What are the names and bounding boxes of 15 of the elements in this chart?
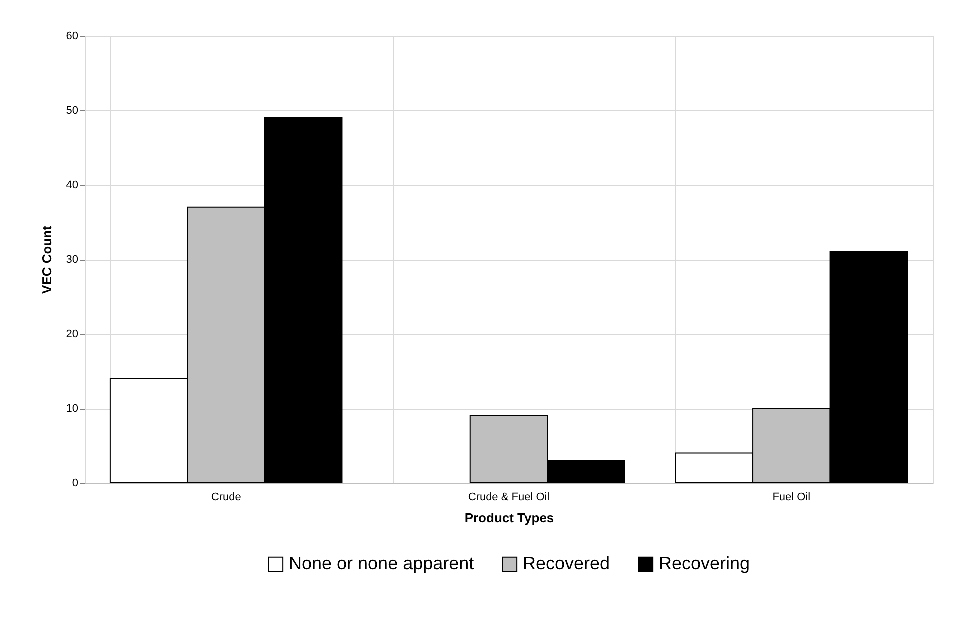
y-tick-label: 50 [66,105,78,117]
legend-label: Recovered [523,553,610,574]
legend-label: Recovering [659,553,750,574]
x-axis-title: Product Types [464,510,554,526]
x-tick-label: Crude [211,492,242,504]
legend-label: None or none apparent [289,553,474,574]
y-tick-label: 0 [72,478,78,490]
y-axis-title: VEC Count [39,225,54,294]
y-tick-label: 40 [66,180,78,192]
y-tick-label: 20 [66,328,78,340]
y-tick-label: 10 [66,403,78,415]
y-tick-label: 60 [66,30,78,42]
x-tick-label: Fuel Oil [772,492,811,504]
y-tick-label: 30 [66,254,78,266]
x-tick-label: Crude & Fuel Oil [468,492,550,504]
